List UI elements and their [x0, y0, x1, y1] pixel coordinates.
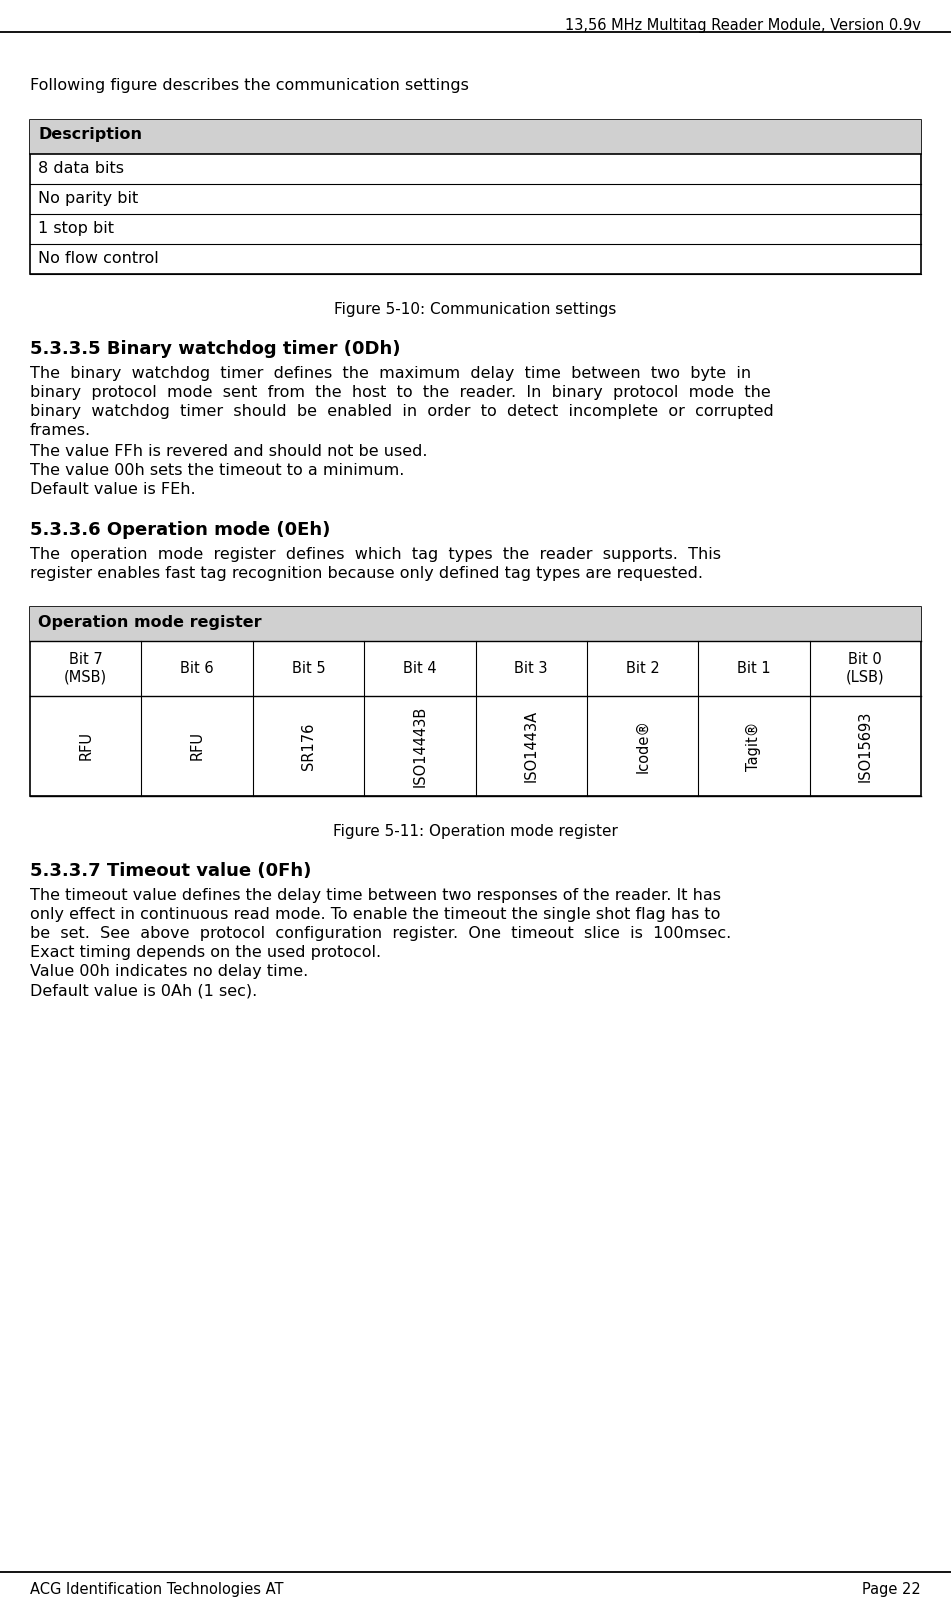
Text: Figure 5-11: Operation mode register: Figure 5-11: Operation mode register [333, 823, 618, 839]
Bar [30, 607, 921, 796]
Text: Following figure describes the communication settings: Following figure describes the communica… [30, 78, 469, 93]
Text: Operation mode register: Operation mode register [38, 615, 262, 630]
Text: 13,56 MHz Multitag Reader Module, Version 0.9v: 13,56 MHz Multitag Reader Module, Versio… [565, 18, 921, 34]
Text: The timeout value defines the delay time between two responses of the reader. It: The timeout value defines the delay time… [30, 888, 721, 904]
Text: RFU: RFU [189, 732, 204, 761]
Text: Figure 5-10: Communication settings: Figure 5-10: Communication settings [335, 303, 616, 317]
Text: ACG Identification Technologies AT: ACG Identification Technologies AT [30, 1583, 283, 1597]
Text: The value 00h sets the timeout to a minimum.: The value 00h sets the timeout to a mini… [30, 463, 404, 477]
Text: binary  protocol  mode  sent  from  the  host  to  the  reader.  In  binary  pro: binary protocol mode sent from the host … [30, 384, 770, 400]
Text: Exact timing depends on the used protocol.: Exact timing depends on the used protoco… [30, 945, 381, 960]
Text: Bit 3: Bit 3 [514, 662, 548, 676]
Text: register enables fast tag recognition because only defined tag types are request: register enables fast tag recognition be… [30, 566, 703, 582]
Text: ISO1443A: ISO1443A [524, 710, 538, 782]
Text: No flow control: No flow control [38, 252, 159, 266]
Bar [30, 607, 921, 641]
Text: Bit 0
(LSB): Bit 0 (LSB) [846, 652, 884, 684]
Text: Default value is FEh.: Default value is FEh. [30, 482, 196, 497]
Text: The  operation  mode  register  defines  which  tag  types  the  reader  support: The operation mode register defines whic… [30, 546, 721, 562]
Text: Page 22: Page 22 [863, 1583, 921, 1597]
Text: RFU: RFU [78, 732, 93, 761]
Text: ISO15693: ISO15693 [858, 710, 873, 782]
Text: SR176: SR176 [301, 723, 316, 769]
Text: Bit 2: Bit 2 [626, 662, 659, 676]
Text: Default value is 0Ah (1 sec).: Default value is 0Ah (1 sec). [30, 984, 258, 998]
Text: frames.: frames. [30, 423, 91, 437]
Text: only effect in continuous read mode. To enable the timeout the single shot flag : only effect in continuous read mode. To … [30, 907, 720, 923]
Bar [30, 120, 921, 274]
Text: 5.3.3.6 Operation mode (0Eh): 5.3.3.6 Operation mode (0Eh) [30, 521, 330, 538]
Text: The value FFh is revered and should not be used.: The value FFh is revered and should not … [30, 444, 428, 460]
Text: 8 data bits: 8 data bits [38, 160, 124, 176]
Text: binary  watchdog  timer  should  be  enabled  in  order  to  detect  incomplete : binary watchdog timer should be enabled … [30, 404, 774, 420]
Text: Bit 7
(MSB): Bit 7 (MSB) [64, 652, 107, 684]
Text: Bit 5: Bit 5 [292, 662, 325, 676]
Text: Value 00h indicates no delay time.: Value 00h indicates no delay time. [30, 964, 308, 979]
Text: No parity bit: No parity bit [38, 191, 138, 207]
Bar [30, 120, 921, 154]
Text: be  set.  See  above  protocol  configuration  register.  One  timeout  slice  i: be set. See above protocol configuration… [30, 926, 731, 940]
Text: The  binary  watchdog  timer  defines  the  maximum  delay  time  between  two  : The binary watchdog timer defines the ma… [30, 365, 751, 381]
Text: Icode®: Icode® [635, 719, 650, 774]
Text: ISO14443B: ISO14443B [413, 705, 427, 787]
Text: 1 stop bit: 1 stop bit [38, 221, 114, 235]
Text: 5.3.3.5 Binary watchdog timer (0Dh): 5.3.3.5 Binary watchdog timer (0Dh) [30, 340, 400, 357]
Text: Description: Description [38, 127, 142, 143]
Text: Bit 6: Bit 6 [181, 662, 214, 676]
Text: Bit 4: Bit 4 [403, 662, 437, 676]
Text: Bit 1: Bit 1 [737, 662, 770, 676]
Text: Tagit®: Tagit® [747, 721, 762, 771]
Text: 5.3.3.7 Timeout value (0Fh): 5.3.3.7 Timeout value (0Fh) [30, 862, 311, 879]
